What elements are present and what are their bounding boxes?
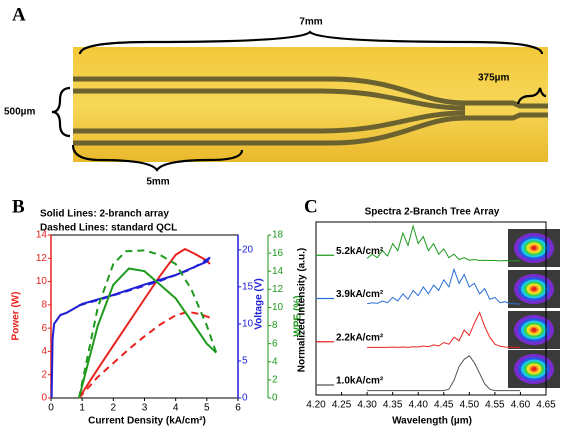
spectrum — [367, 355, 521, 392]
x-tick-label: 4 — [173, 403, 179, 414]
y3-tick-label: 2 — [272, 375, 278, 386]
panel-letter: B — [12, 196, 25, 217]
x-tick-label: 4.55 — [485, 400, 505, 411]
spectrum — [366, 267, 521, 305]
x-tick-label: 4.50 — [460, 400, 480, 411]
beam-profile — [508, 350, 560, 388]
x-tick-label: 4.65 — [536, 400, 556, 411]
annotation: Solid Lines: 2-branch array — [40, 209, 169, 220]
x-axis-label: Current Density (kA/cm²) — [88, 416, 206, 427]
y3-tick-label: 18 — [272, 230, 284, 241]
x-tick-label: 4.45 — [434, 400, 454, 411]
data-line — [78, 310, 214, 399]
y-axis-label: Power (W) — [11, 292, 22, 341]
data-line — [78, 267, 217, 399]
x-tick-label: 1 — [79, 403, 85, 414]
series-label: 1.0kA/cm² — [336, 376, 384, 387]
y-tick-label: 12 — [36, 253, 48, 264]
dimension-label: 5mm — [146, 177, 169, 188]
x-tick-label: 6 — [235, 403, 241, 414]
y-tick-label: 2 — [41, 369, 47, 380]
x-tick-label: 4.20 — [306, 400, 326, 411]
x-tick-label: 4.30 — [357, 400, 377, 411]
beam-profile — [508, 270, 560, 308]
y-tick-label: 4 — [41, 346, 47, 357]
series-label: 5.2kA/cm² — [336, 246, 384, 257]
y-tick-label: 0 — [41, 393, 47, 404]
y-tick-label: 6 — [41, 323, 47, 334]
y2-tick-label: 10 — [242, 319, 254, 330]
y-tick-label: 10 — [36, 276, 48, 287]
x-tick-label: 0 — [48, 403, 54, 414]
panel-letter: C — [304, 196, 318, 217]
data-line — [78, 254, 214, 307]
y3-tick-label: 4 — [272, 356, 278, 367]
y3-tick-label: 16 — [272, 248, 284, 259]
y-axis-label: Normalized Intensity (a.u.) — [297, 248, 308, 372]
y3-tick-label: 12 — [272, 284, 284, 295]
y2-tick-label: 20 — [242, 244, 254, 255]
plot-frame — [315, 221, 547, 396]
y2-tick-label: 5 — [242, 356, 248, 367]
dimension-label: 7mm — [299, 17, 322, 28]
series-label: 2.2kA/cm² — [336, 332, 384, 343]
brace — [71, 144, 244, 172]
spectrum — [366, 224, 521, 262]
y2-tick-label: 15 — [242, 282, 254, 293]
x-tick-label: 4.60 — [511, 400, 531, 411]
spectrum — [367, 311, 521, 348]
brace — [78, 30, 544, 55]
x-tick-label: 4.35 — [383, 400, 403, 411]
data-line — [78, 249, 218, 399]
brace — [51, 86, 71, 138]
dimension-label: 375µm — [478, 73, 509, 84]
y3-tick-label: 14 — [272, 266, 284, 277]
dimension-label: 500µm — [4, 107, 35, 118]
y3-tick-label: 10 — [272, 302, 284, 313]
y-tick-label: 8 — [41, 299, 47, 310]
plot-frame — [50, 234, 239, 399]
series-label: 3.9kA/cm² — [336, 289, 384, 300]
panel-letter: A — [12, 4, 26, 25]
y3-axis-label: WPE (%) — [293, 295, 304, 336]
waveguides — [73, 76, 548, 146]
y3-tick-label: 0 — [272, 393, 278, 404]
chart-title: Spectra 2-Branch Tree Array — [365, 207, 500, 218]
x-tick-label: 2 — [111, 403, 117, 414]
y3-tick-label: 8 — [272, 320, 278, 331]
x-tick-label: 4.25 — [332, 400, 352, 411]
data-line — [50, 256, 211, 399]
annotation: Dashed Lines: standard QCL — [40, 223, 177, 234]
x-tick-label: 4.40 — [408, 400, 428, 411]
x-tick-label: 5 — [204, 403, 210, 414]
y2-axis-label: Voltage (V) — [254, 278, 265, 329]
x-tick-label: 3 — [142, 403, 148, 414]
x-axis-label: Wavelength (µm) — [392, 416, 472, 427]
beam-profile — [508, 311, 560, 349]
data-line — [78, 247, 211, 399]
brace — [516, 87, 547, 105]
y-tick-label: 14 — [36, 230, 48, 241]
y3-tick-label: 6 — [272, 338, 278, 349]
y2-tick-label: 0 — [242, 393, 248, 404]
